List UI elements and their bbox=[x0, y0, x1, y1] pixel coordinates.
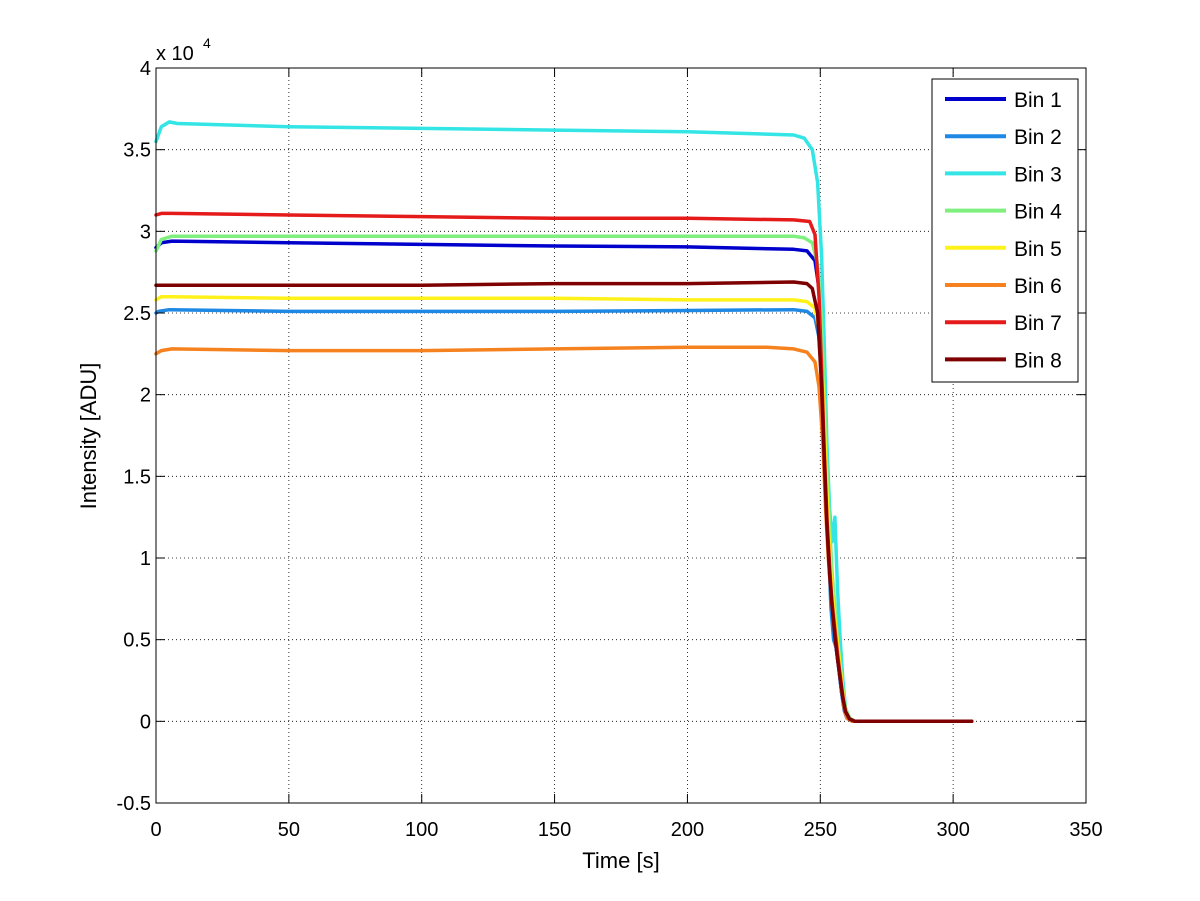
y-tick-label: 0.5 bbox=[123, 630, 151, 652]
grid bbox=[156, 68, 1086, 803]
x-axis-label: Time [s] bbox=[582, 848, 659, 873]
legend-label-bin-8: Bin 8 bbox=[1014, 349, 1062, 372]
plot-area bbox=[156, 68, 1086, 803]
x-tick-label: 0 bbox=[150, 819, 161, 841]
y-exponent-power: 4 bbox=[203, 35, 211, 51]
y-tick-label: 4 bbox=[140, 58, 151, 80]
y-tick-label: 2.5 bbox=[123, 303, 151, 325]
y-tick-label: 0 bbox=[140, 711, 151, 733]
legend-label-bin-5: Bin 5 bbox=[1014, 238, 1062, 261]
legend-label-bin-6: Bin 6 bbox=[1014, 275, 1062, 298]
x-tick-label: 200 bbox=[671, 819, 704, 841]
x-tick-label: 100 bbox=[405, 819, 438, 841]
legend-label-bin-4: Bin 4 bbox=[1014, 201, 1062, 224]
legend-label-bin-3: Bin 3 bbox=[1014, 163, 1062, 186]
y-exponent-label: x 10 4 bbox=[156, 35, 211, 65]
series-line-bin-8 bbox=[154, 280, 974, 724]
axis-ticks: 0 50 100 150 200 250 300 350 -0.5 0 0.5 1 1.5 2 2.5 3 3.… bbox=[117, 58, 1103, 841]
y-axis-label: Intensity [ADU] bbox=[76, 363, 101, 510]
legend-box bbox=[931, 78, 1079, 383]
axes-box bbox=[155, 67, 1087, 804]
legend: Bin 1 Bin 2 Bin 3 Bin 4 Bin 5 Bin 6 Bin 7 Bin 8 bbox=[931, 78, 1079, 383]
legend-label-bin-2: Bin 2 bbox=[1014, 126, 1062, 149]
y-exponent-base: x 10 bbox=[156, 43, 194, 65]
y-tick-label: 1.5 bbox=[123, 466, 151, 488]
y-tick-label: 2 bbox=[140, 385, 151, 407]
y-tick-label: 3 bbox=[140, 221, 151, 243]
y-tick-label: 3.5 bbox=[123, 140, 151, 162]
x-tick-label: 150 bbox=[538, 819, 571, 841]
series-lines bbox=[154, 120, 974, 724]
legend-label-bin-7: Bin 7 bbox=[1014, 312, 1062, 335]
y-tick-label: -0.5 bbox=[117, 793, 151, 815]
x-tick-label: 350 bbox=[1069, 819, 1102, 841]
legend-label-bin-1: Bin 1 bbox=[1014, 89, 1062, 112]
x-tick-label: 50 bbox=[278, 819, 300, 841]
x-tick-label: 250 bbox=[804, 819, 837, 841]
y-tick-label: 1 bbox=[140, 548, 151, 570]
x-tick-label: 300 bbox=[936, 819, 969, 841]
